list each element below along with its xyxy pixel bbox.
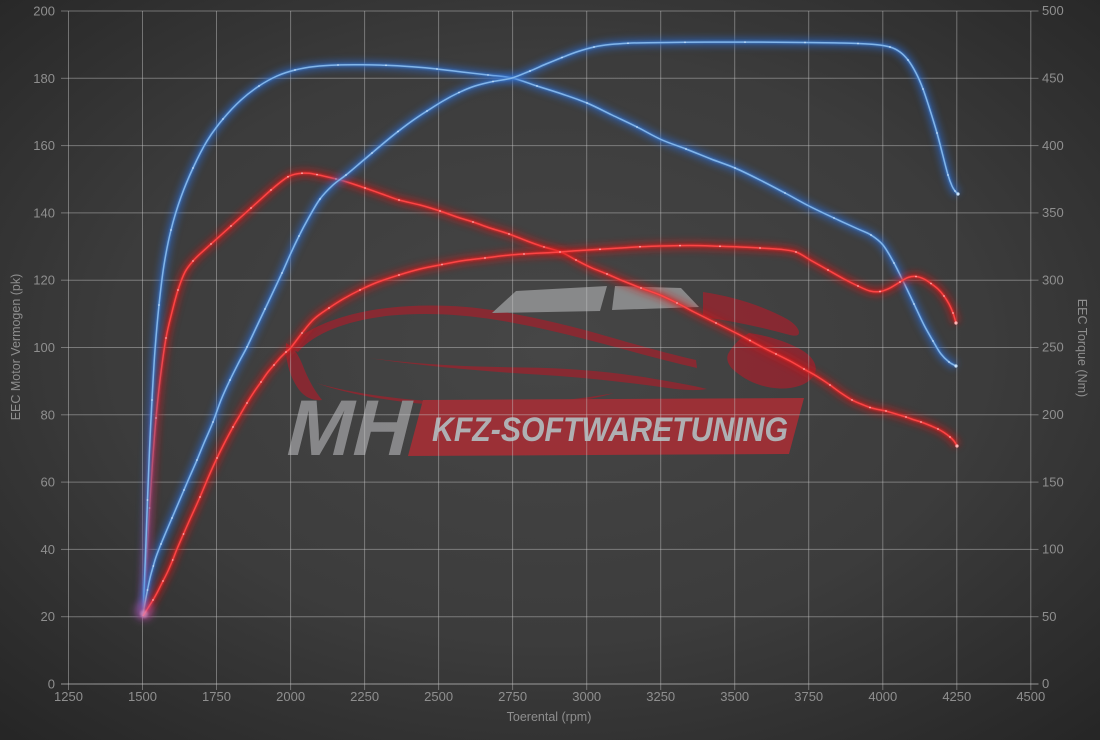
svg-text:80: 80 [41, 407, 55, 422]
svg-text:180: 180 [33, 71, 55, 86]
svg-text:4000: 4000 [868, 689, 897, 704]
svg-text:100: 100 [1042, 542, 1064, 557]
svg-text:0: 0 [1042, 676, 1049, 691]
svg-text:120: 120 [33, 273, 55, 288]
svg-text:1500: 1500 [128, 689, 157, 704]
svg-text:KFZ-SOFTWARETUNING: KFZ-SOFTWARETUNING [432, 411, 788, 449]
svg-text:50: 50 [1042, 609, 1056, 624]
svg-text:2750: 2750 [498, 689, 527, 704]
svg-text:3500: 3500 [720, 689, 749, 704]
svg-text:160: 160 [33, 138, 55, 153]
svg-text:EEC Torque (Nm): EEC Torque (Nm) [1075, 299, 1089, 397]
svg-text:250: 250 [1042, 340, 1064, 355]
svg-text:400: 400 [1042, 138, 1064, 153]
svg-text:60: 60 [41, 475, 55, 490]
svg-text:4250: 4250 [942, 689, 971, 704]
svg-text:200: 200 [33, 4, 55, 19]
svg-text:40: 40 [41, 542, 55, 557]
svg-text:Toerental (rpm): Toerental (rpm) [507, 710, 592, 724]
svg-text:2000: 2000 [276, 689, 305, 704]
svg-text:3250: 3250 [646, 689, 675, 704]
svg-text:2250: 2250 [350, 689, 379, 704]
svg-text:MH: MH [278, 383, 423, 472]
svg-text:200: 200 [1042, 407, 1064, 422]
svg-text:0: 0 [48, 677, 55, 692]
svg-text:150: 150 [1042, 474, 1064, 489]
svg-text:500: 500 [1042, 3, 1064, 18]
svg-text:2500: 2500 [424, 689, 453, 704]
svg-text:4500: 4500 [1016, 689, 1045, 704]
svg-text:20: 20 [41, 609, 55, 624]
svg-text:350: 350 [1042, 205, 1064, 220]
svg-text:1250: 1250 [54, 689, 83, 704]
svg-text:300: 300 [1042, 272, 1064, 287]
svg-text:3000: 3000 [572, 689, 601, 704]
svg-text:EEC Motor Vermogen (pk): EEC Motor Vermogen (pk) [9, 274, 23, 421]
svg-text:450: 450 [1042, 71, 1064, 86]
svg-text:1750: 1750 [202, 689, 231, 704]
svg-text:3750: 3750 [794, 689, 823, 704]
svg-text:100: 100 [33, 340, 55, 355]
svg-text:140: 140 [33, 205, 55, 220]
